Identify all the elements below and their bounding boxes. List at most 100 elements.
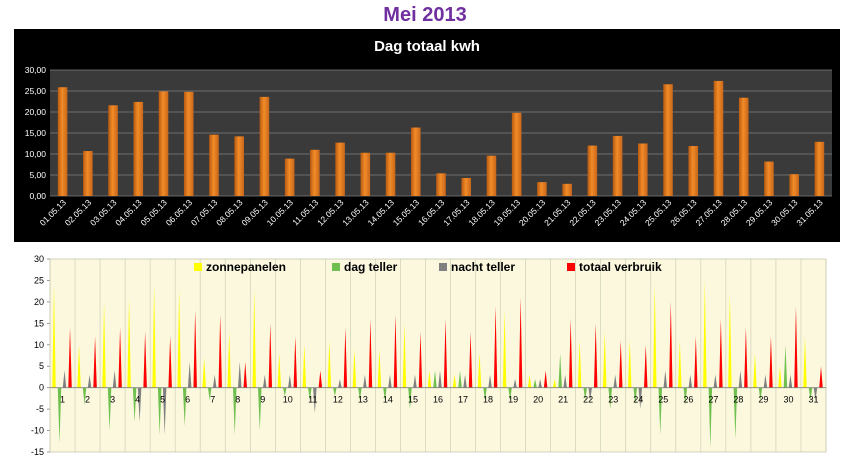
spike xyxy=(819,366,823,388)
bar xyxy=(587,145,598,196)
spike xyxy=(288,374,292,388)
spike xyxy=(577,340,582,388)
x-tick-label: 12 xyxy=(333,395,343,405)
spike xyxy=(803,336,807,388)
bar xyxy=(410,127,421,196)
spike xyxy=(738,370,743,388)
spike xyxy=(77,344,81,388)
spike xyxy=(758,387,763,401)
bar xyxy=(814,141,825,196)
spike xyxy=(277,353,282,388)
bar xyxy=(209,134,219,196)
y-tick-label: 25 xyxy=(34,275,44,285)
spike xyxy=(313,387,317,414)
spike xyxy=(443,319,448,388)
spike xyxy=(338,379,342,388)
bar xyxy=(158,91,169,196)
spike xyxy=(608,387,612,410)
spike xyxy=(778,366,782,388)
legend-label: zonnepanelen xyxy=(206,260,286,274)
x-tick-label: 11 xyxy=(308,395,317,405)
spike xyxy=(813,387,818,401)
bar xyxy=(562,183,572,196)
bar xyxy=(738,97,749,196)
spike xyxy=(658,387,663,435)
spike xyxy=(408,387,412,410)
spike xyxy=(794,306,798,388)
x-tick-label: 23 xyxy=(608,395,618,405)
y-tick-label: 5,00 xyxy=(29,170,46,180)
spike xyxy=(678,340,682,388)
y-tick-label: 20,00 xyxy=(25,107,47,117)
spike xyxy=(143,331,147,388)
y-tick-label: 30,00 xyxy=(25,65,47,75)
x-tick-label: 22 xyxy=(583,395,593,405)
spike xyxy=(118,327,122,388)
spike xyxy=(87,374,92,388)
spike xyxy=(633,387,638,405)
x-tick-label: 31 xyxy=(808,395,818,405)
legend-label: dag teller xyxy=(344,260,398,274)
spike xyxy=(502,310,507,388)
spike xyxy=(683,387,688,405)
x-tick-label: 13 xyxy=(358,395,368,405)
bar xyxy=(234,136,244,196)
spike xyxy=(669,301,673,388)
spike xyxy=(477,353,482,388)
spike xyxy=(488,374,492,388)
spike xyxy=(483,387,487,401)
spike xyxy=(568,319,573,388)
spike xyxy=(293,336,298,388)
spike xyxy=(538,379,542,388)
bar xyxy=(310,149,320,196)
spike xyxy=(52,284,56,388)
spike xyxy=(644,344,648,388)
spike xyxy=(452,374,457,388)
spike xyxy=(62,370,67,388)
spike xyxy=(493,306,498,388)
spike xyxy=(363,374,367,388)
spike xyxy=(112,370,117,388)
x-tick-label: 28 xyxy=(733,395,743,405)
y-tick-label: 10,00 xyxy=(25,149,47,159)
spike xyxy=(237,361,242,388)
x-tick-label: 21 xyxy=(558,395,568,405)
spike xyxy=(627,340,632,388)
spike xyxy=(688,374,693,388)
bar xyxy=(789,174,799,196)
spike xyxy=(218,314,222,388)
spike xyxy=(719,319,723,388)
spike xyxy=(753,353,757,388)
x-tick-label: 14 xyxy=(383,395,393,405)
spike xyxy=(102,301,106,388)
y-tick-label: 5 xyxy=(39,361,44,371)
spike xyxy=(788,374,793,388)
spike xyxy=(358,387,362,401)
x-tick-label: 9 xyxy=(260,395,265,405)
x-tick-label: 1 xyxy=(60,395,65,405)
bar xyxy=(57,87,68,196)
spike xyxy=(694,336,698,388)
legend-swatch xyxy=(567,263,575,271)
spike xyxy=(308,387,312,401)
y-tick-label: -10 xyxy=(31,426,44,436)
spike xyxy=(243,361,248,388)
bar xyxy=(764,161,774,196)
spike xyxy=(653,284,657,388)
bar xyxy=(284,158,295,196)
spike xyxy=(187,361,192,388)
spike xyxy=(93,336,97,388)
bar xyxy=(511,112,522,196)
bar xyxy=(108,105,118,196)
x-tick-label: 15 xyxy=(408,395,418,405)
spike xyxy=(703,280,707,388)
x-tick-label: 17 xyxy=(458,395,468,405)
spike xyxy=(744,327,748,388)
legend-label: nacht teller xyxy=(451,260,515,274)
spike xyxy=(302,344,307,388)
y-tick-label: -5 xyxy=(36,404,44,414)
x-tick-label: 29 xyxy=(758,395,768,405)
bar xyxy=(688,146,699,196)
spike xyxy=(638,387,643,410)
